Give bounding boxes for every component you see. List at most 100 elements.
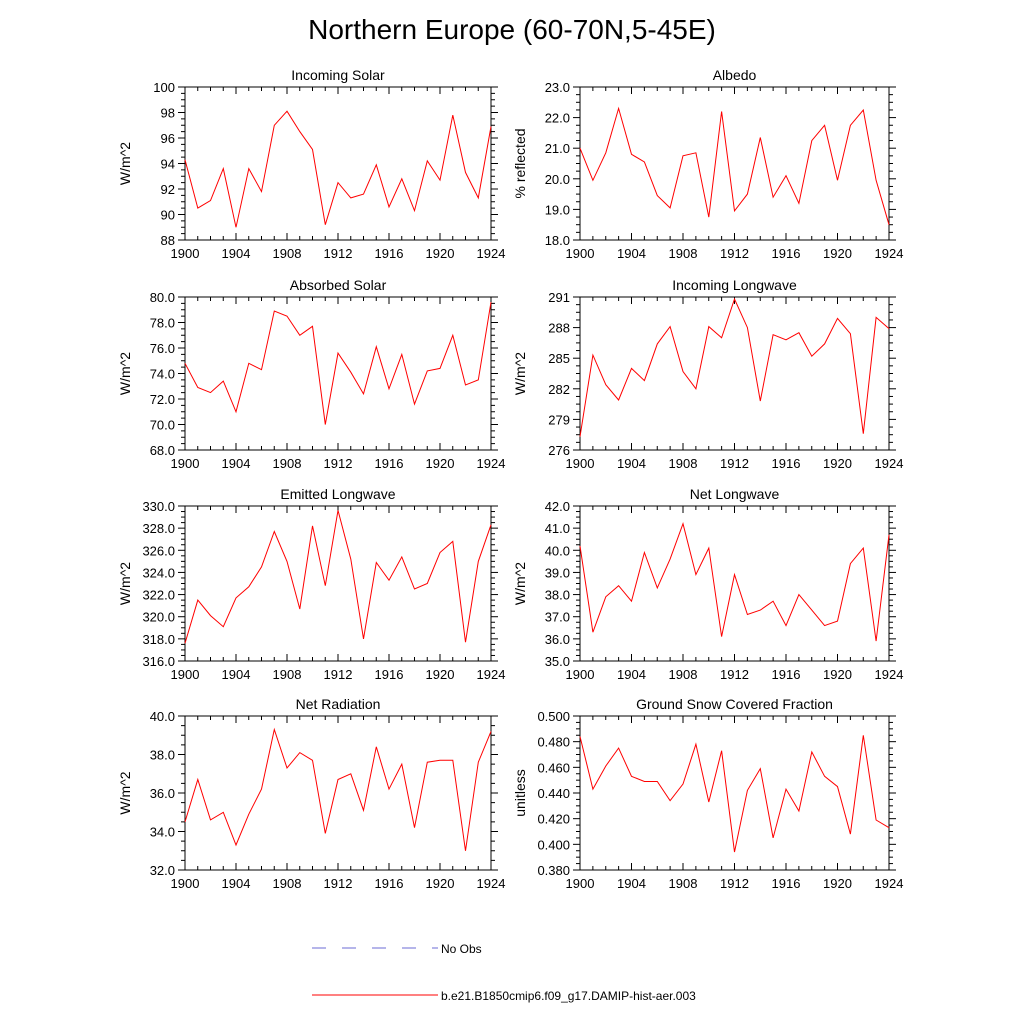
plot-frame xyxy=(184,715,492,871)
chart-title: Incoming Longwave xyxy=(672,277,797,293)
y-tick-label: 320.0 xyxy=(142,610,175,625)
y-tick-label: 76.0 xyxy=(150,341,175,356)
x-tick-label: 1908 xyxy=(273,667,302,682)
x-tick-label: 1920 xyxy=(426,667,455,682)
series-line xyxy=(184,110,492,228)
chart-panel-1: Incoming Solar W/m^2 1900 1904 1908 1912 1916 1… xyxy=(117,67,505,261)
x-tick-label: 1904 xyxy=(617,876,646,891)
x-tick-label: 1900 xyxy=(566,876,595,891)
x-tick-label: 1912 xyxy=(720,246,749,261)
x-tick-label: 1904 xyxy=(222,246,251,261)
y-tick-label: 20.0 xyxy=(545,172,570,187)
y-tick-label: 96 xyxy=(161,131,175,146)
y-tick-label: 282 xyxy=(548,382,570,397)
x-tick-label: 1920 xyxy=(426,876,455,891)
x-tick-label: 1912 xyxy=(720,667,749,682)
chart-title: Net Radiation xyxy=(296,696,381,712)
plot-frame xyxy=(184,505,492,662)
x-tick-label: 1912 xyxy=(720,456,749,471)
x-tick-label: 1920 xyxy=(426,246,455,261)
legend-model-label: b.e21.B1850cmip6.f09_g17.DAMIP-hist-aer.… xyxy=(441,989,696,1003)
y-axis-label: W/m^2 xyxy=(512,352,528,395)
x-tick-label: 1916 xyxy=(375,246,404,261)
x-tick-label: 1900 xyxy=(171,876,200,891)
x-tick-label: 1904 xyxy=(617,246,646,261)
x-tick-label: 1908 xyxy=(669,246,698,261)
y-tick-label: 19.0 xyxy=(545,202,570,217)
y-tick-label: 0.400 xyxy=(537,837,570,852)
plot-frame xyxy=(579,505,890,662)
y-tick-label: 92 xyxy=(161,182,175,197)
x-tick-label: 1920 xyxy=(426,456,455,471)
chart-panel-7: Net Radiation W/m^2 1900 1904 1908 1912 1916 19… xyxy=(117,696,505,891)
y-tick-label: 328.0 xyxy=(142,521,175,536)
x-tick-label: 1924 xyxy=(875,246,904,261)
y-tick-label: 40.0 xyxy=(150,709,175,724)
y-tick-label: 316.0 xyxy=(142,654,175,669)
series-line xyxy=(579,106,890,225)
x-tick-label: 1924 xyxy=(477,246,506,261)
legend-obs-label: No Obs xyxy=(441,942,482,956)
x-tick-label: 1908 xyxy=(669,667,698,682)
x-tick-label: 1916 xyxy=(772,246,801,261)
x-tick-label: 1900 xyxy=(171,246,200,261)
y-tick-label: 318.0 xyxy=(142,632,175,647)
plot-frame xyxy=(579,296,890,451)
y-axis-label: W/m^2 xyxy=(117,142,133,185)
x-tick-label: 1904 xyxy=(222,456,251,471)
y-axis-label: W/m^2 xyxy=(512,562,528,605)
x-tick-label: 1924 xyxy=(875,667,904,682)
y-tick-label: 38.0 xyxy=(150,748,175,763)
chart-title: Net Longwave xyxy=(690,486,780,502)
x-tick-label: 1900 xyxy=(566,246,595,261)
y-tick-label: 22.0 xyxy=(545,111,570,126)
y-tick-label: 68.0 xyxy=(150,443,175,458)
x-tick-label: 1916 xyxy=(772,876,801,891)
y-tick-label: 94 xyxy=(161,157,175,172)
series-line xyxy=(184,510,492,644)
y-tick-label: 42.0 xyxy=(545,499,570,514)
y-tick-label: 326.0 xyxy=(142,543,175,558)
y-tick-label: 291 xyxy=(548,290,570,305)
series-line xyxy=(184,302,492,425)
y-tick-label: 36.0 xyxy=(150,786,175,801)
y-tick-label: 90 xyxy=(161,208,175,223)
y-tick-label: 100 xyxy=(153,80,175,95)
x-tick-label: 1900 xyxy=(566,667,595,682)
x-tick-label: 1920 xyxy=(823,667,852,682)
x-tick-label: 1900 xyxy=(566,456,595,471)
y-tick-label: 0.420 xyxy=(537,812,570,827)
y-tick-label: 23.0 xyxy=(545,80,570,95)
y-tick-label: 18.0 xyxy=(545,233,570,248)
chart-panel-4: Incoming Longwave W/m^2 1900 1904 1908 1912 19… xyxy=(512,277,903,471)
y-tick-label: 72.0 xyxy=(150,392,175,407)
x-tick-label: 1908 xyxy=(273,456,302,471)
x-tick-label: 1920 xyxy=(823,456,852,471)
x-tick-label: 1908 xyxy=(273,876,302,891)
x-tick-label: 1900 xyxy=(171,456,200,471)
x-tick-label: 1916 xyxy=(375,876,404,891)
y-tick-label: 285 xyxy=(548,351,570,366)
chart-title: Albedo xyxy=(713,67,757,83)
plot-frame xyxy=(184,86,492,241)
plot-frame xyxy=(579,715,890,871)
x-tick-label: 1908 xyxy=(669,456,698,471)
y-tick-label: 0.380 xyxy=(537,863,570,878)
chart-title: Ground Snow Covered Fraction xyxy=(636,696,833,712)
x-tick-label: 1912 xyxy=(324,876,353,891)
y-tick-label: 324.0 xyxy=(142,565,175,580)
x-tick-label: 1924 xyxy=(477,876,506,891)
x-tick-label: 1908 xyxy=(669,876,698,891)
y-tick-label: 276 xyxy=(548,443,570,458)
chart-panel-3: Absorbed Solar W/m^2 1900 1904 1908 1912 1916 1… xyxy=(117,277,505,471)
y-tick-label: 0.500 xyxy=(537,709,570,724)
y-axis-label: W/m^2 xyxy=(117,771,133,814)
x-tick-label: 1900 xyxy=(171,667,200,682)
y-tick-label: 88 xyxy=(161,233,175,248)
series-line xyxy=(579,735,890,853)
y-tick-label: 38.0 xyxy=(545,588,570,603)
y-tick-label: 322.0 xyxy=(142,588,175,603)
x-tick-label: 1912 xyxy=(324,456,353,471)
y-tick-label: 40.0 xyxy=(545,543,570,558)
